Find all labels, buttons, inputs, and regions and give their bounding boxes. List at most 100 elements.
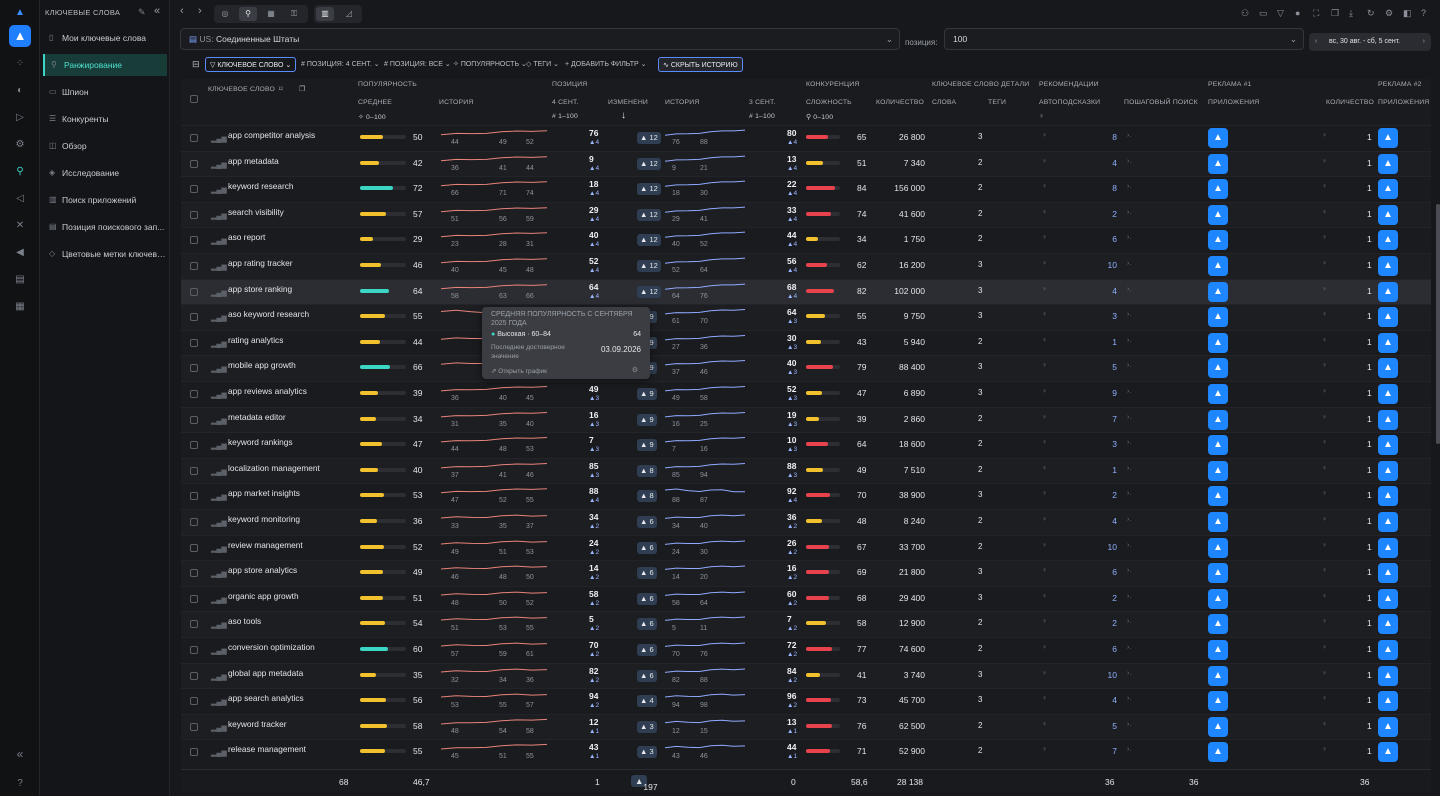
- row-checkbox[interactable]: [190, 518, 198, 526]
- row-checkbox[interactable]: [190, 159, 198, 168]
- position-history[interactable]: [664, 485, 745, 499]
- keyword-text[interactable]: app competitor analysis: [228, 130, 316, 140]
- app-icon[interactable]: ▲: [1208, 716, 1228, 737]
- filter-icon[interactable]: ▽: [1277, 8, 1284, 18]
- sidebar-item-0[interactable]: ▯ Мои ключевые слова: [43, 27, 167, 49]
- popularity-history[interactable]: [440, 741, 548, 755]
- app-icon[interactable]: ▲: [1378, 230, 1398, 251]
- sidebar-item-1[interactable]: ⚲ Ранжирование: [43, 54, 167, 76]
- keyword-text[interactable]: aso tools: [228, 616, 262, 627]
- popularity-history[interactable]: [440, 281, 548, 295]
- row-checkbox[interactable]: [190, 441, 198, 450]
- bar-chart-icon[interactable]: ▂▄▆: [211, 673, 227, 681]
- position-history[interactable]: [664, 639, 746, 653]
- header-sep4[interactable]: 4 СЕНТ.: [552, 99, 579, 106]
- position-history[interactable]: [664, 409, 746, 423]
- popularity-history[interactable]: [440, 716, 548, 730]
- row-checkbox[interactable]: [190, 697, 198, 706]
- row-checkbox[interactable]: [190, 569, 198, 578]
- share-icon[interactable]: ⚇: [1241, 8, 1250, 18]
- row-checkbox[interactable]: [190, 364, 198, 373]
- popularity-history[interactable]: [440, 409, 548, 423]
- collapse-icon[interactable]: «: [16, 747, 24, 761]
- header-words[interactable]: СЛОВА: [932, 99, 957, 106]
- suggestions-value[interactable]: 6: [1112, 644, 1117, 654]
- app-icon[interactable]: ▲: [1378, 128, 1398, 148]
- table-row[interactable]: ▂▄▆rating analytics44394427▲3▲ 9273630▲3…: [181, 329, 1431, 356]
- position-select[interactable]: 100 ⌄: [944, 28, 1304, 50]
- expand-icon[interactable]: ⛶: [1313, 8, 1320, 18]
- settings-icon[interactable]: ⚙: [15, 139, 25, 150]
- row-checkbox[interactable]: [190, 210, 198, 219]
- row-checkbox[interactable]: [190, 594, 198, 603]
- pop-range[interactable]: ✧ 0–100: [358, 114, 386, 121]
- bar-chart-icon[interactable]: ▂▄▆: [211, 264, 227, 271]
- app-icon[interactable]: ▲: [1208, 384, 1228, 404]
- app-icon[interactable]: ▲: [1378, 204, 1398, 225]
- suggestions-value[interactable]: 10: [1107, 260, 1117, 270]
- app-icon[interactable]: ▲: [1208, 537, 1228, 558]
- popularity-history[interactable]: [440, 690, 548, 704]
- app-icon[interactable]: ▲: [1208, 281, 1228, 302]
- report-icon[interactable]: ▤: [15, 274, 25, 285]
- scrollbar[interactable]: [1436, 204, 1440, 444]
- position-history[interactable]: [664, 332, 746, 346]
- sidebar-item-4[interactable]: ◫ Обзор: [43, 135, 167, 157]
- row-checkbox[interactable]: [190, 646, 198, 654]
- app-icon[interactable]: ▲: [1378, 179, 1398, 200]
- keyword-text[interactable]: app rating tracker: [228, 258, 293, 268]
- sound-icon[interactable]: ◀: [16, 247, 24, 258]
- suggestions-value[interactable]: 7: [1112, 746, 1117, 757]
- suggestions-value[interactable]: 4: [1112, 516, 1117, 526]
- popularity-history[interactable]: [440, 537, 548, 551]
- row-checkbox[interactable]: [190, 671, 198, 680]
- app-icon[interactable]: ▲: [1378, 563, 1398, 584]
- app-logo[interactable]: ▲: [9, 25, 31, 47]
- position-history[interactable]: [664, 665, 746, 679]
- app-icon[interactable]: ▲: [1378, 281, 1398, 302]
- calendar-icon[interactable]: ▦: [267, 9, 275, 18]
- bar-chart-icon[interactable]: ▂▄▆: [211, 136, 227, 143]
- keyword-text[interactable]: release management: [228, 744, 306, 755]
- bar-chart-icon[interactable]: ▂▄▆: [211, 238, 227, 246]
- table-row[interactable]: ▂▄▆ app rating tracker 46 40 45 48 52 ▲4 ▲ 12 52 6…: [181, 253, 1431, 279]
- table-row[interactable]: ▂▄▆ review management 52 49 51 53 24 ▲2 ▲ 6 24 30 2…: [181, 534, 1431, 561]
- header-apps1[interactable]: ПРИЛОЖЕНИЯ: [1208, 99, 1260, 106]
- help-icon[interactable]: ?: [17, 778, 23, 789]
- row-checkbox[interactable]: [190, 722, 198, 731]
- bar-chart-icon[interactable]: ▂▄▆: [211, 750, 227, 758]
- bar-chart-icon[interactable]: ▂▄▆: [211, 315, 227, 323]
- row-checkbox[interactable]: [190, 313, 198, 322]
- sidebar-item-7[interactable]: ▤ Позиция поискового зап...: [43, 216, 167, 238]
- panel-icon[interactable]: ◧: [1403, 8, 1412, 18]
- keyword-text[interactable]: app market insights: [228, 488, 300, 499]
- header-stepsearch[interactable]: ПОШАГОВЫЙ ПОИСК: [1124, 99, 1198, 106]
- app-icon[interactable]: ▲: [1378, 486, 1398, 507]
- position-history[interactable]: [664, 562, 746, 576]
- position-history[interactable]: [664, 255, 746, 269]
- keyword-text[interactable]: review management: [228, 539, 303, 550]
- block-icon[interactable]: ●: [1295, 8, 1301, 18]
- suggestions-value[interactable]: 2: [1112, 592, 1117, 603]
- app-icon[interactable]: ▲: [1208, 128, 1228, 148]
- app-icon[interactable]: ▲: [1208, 230, 1228, 251]
- edit-icon[interactable]: ✎: [138, 7, 146, 17]
- app-icon[interactable]: ▲: [1378, 691, 1398, 712]
- popularity-filter[interactable]: ✧ ПОПУЛЯРНОСТЬ ⌄: [453, 61, 527, 68]
- bar-chart-icon[interactable]: ▂▄▆: [211, 622, 227, 630]
- suggestions-value[interactable]: 3: [1112, 439, 1117, 450]
- keyword-text[interactable]: global app metadata: [228, 667, 304, 678]
- hide-history-button[interactable]: ∿ СКРЫТЬ ИСТОРИЮ: [658, 57, 743, 72]
- suggestions-value[interactable]: 4: [1112, 285, 1117, 296]
- table-row[interactable]: ▂▄▆ keyword monitoring 36 33 35 37 34 ▲2 ▲ 6 34 40…: [181, 509, 1431, 535]
- country-select[interactable]: ▤ US: Соединенные Штаты ⌄: [180, 28, 900, 50]
- row-checkbox[interactable]: [190, 543, 198, 552]
- sort-desc-icon[interactable]: ↓: [621, 110, 627, 121]
- keyword-text[interactable]: app metadata: [228, 155, 279, 166]
- position-history[interactable]: [664, 741, 746, 755]
- keyword-filter[interactable]: ▽ КЛЮЧЕВОЕ СЛОВО ⌄: [205, 57, 297, 72]
- suggestions-value[interactable]: 9: [1112, 388, 1117, 398]
- keyword-text[interactable]: keyword monitoring: [228, 514, 300, 524]
- header-history[interactable]: ИСТОРИЯ: [439, 99, 474, 106]
- popularity-history[interactable]: [440, 562, 548, 576]
